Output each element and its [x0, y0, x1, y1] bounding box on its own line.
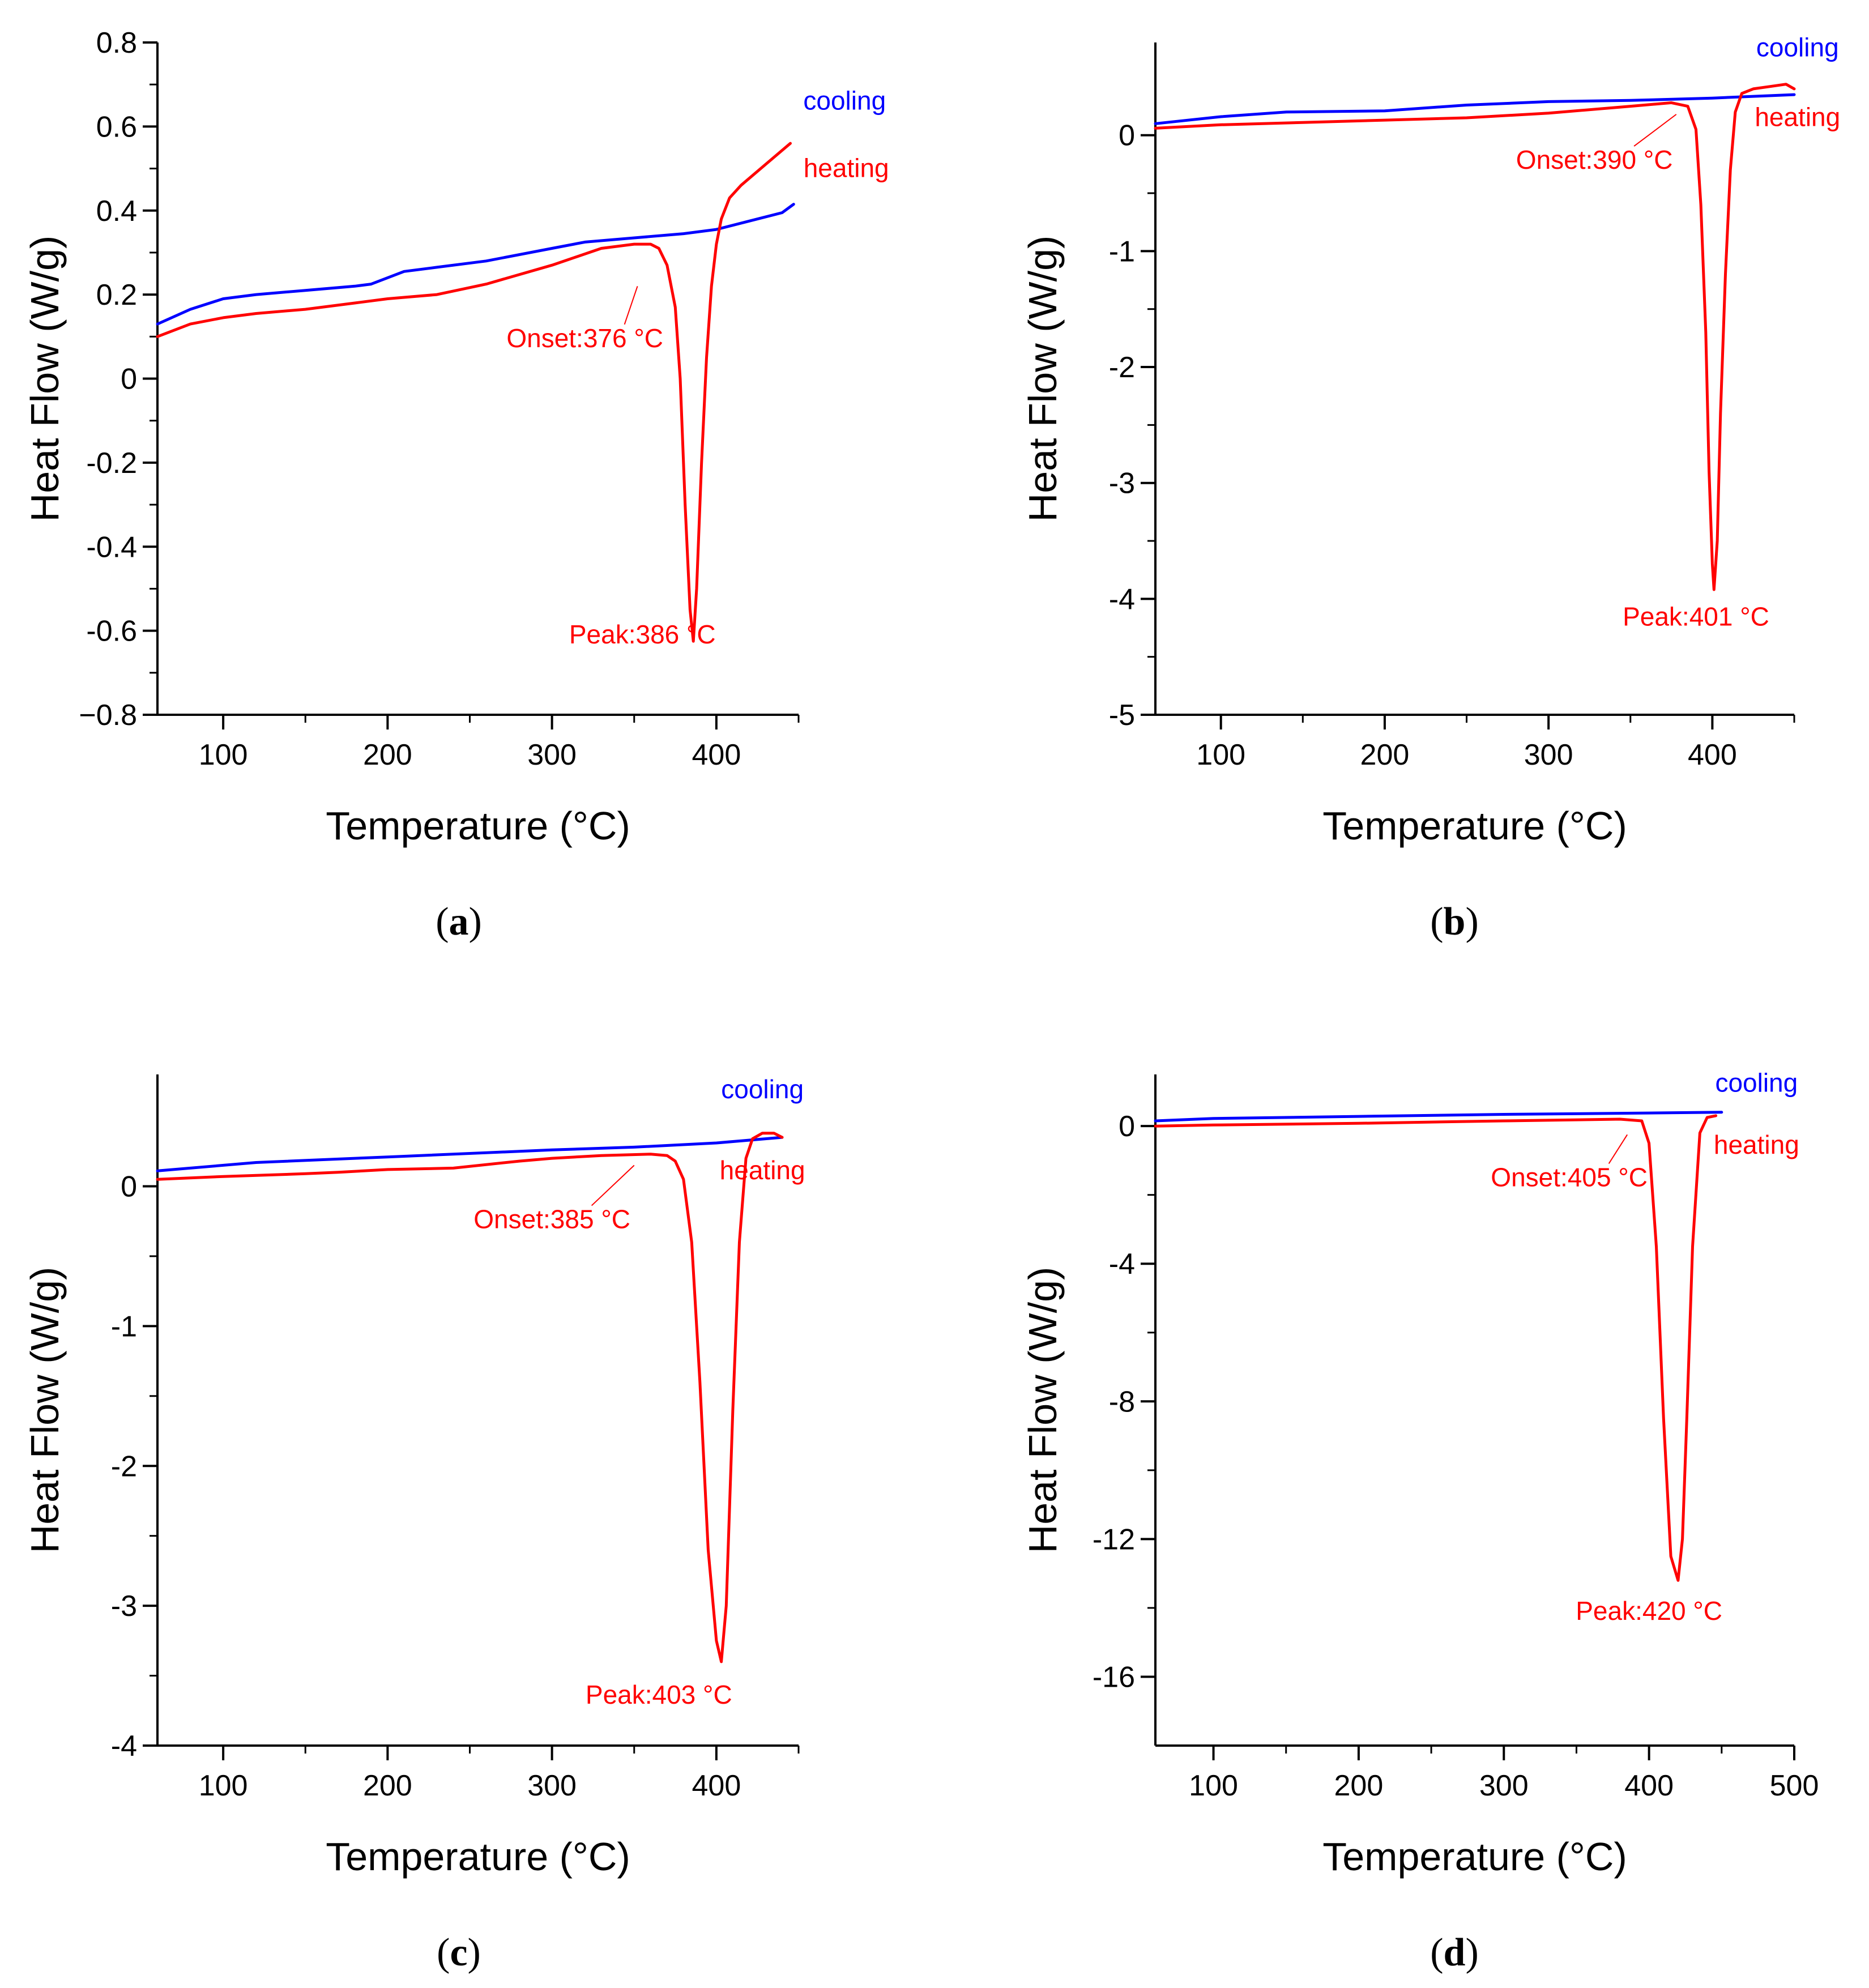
annotation-leader-line [591, 1164, 635, 1206]
x-tick-label: 100 [199, 739, 248, 771]
series-line-cooling [1154, 1111, 1723, 1123]
y-tick-label: -4 [1109, 583, 1135, 616]
annotation-label: cooling [1756, 33, 1839, 62]
chart-panel-a: 100 200 300 400 −0.8 -0.6 -0.4 -0.2 0 0.2 0.4 0.6 0.… [23, 27, 889, 944]
chart-panel-b: 100 200 300 400 -5 -4 -3 -2 -1 0 Temperature (°C) H… [1021, 33, 1840, 944]
panel-label: (a) [436, 900, 482, 944]
x-tick-label: 300 [527, 1769, 577, 1802]
y-tick-label: −0.8 [79, 699, 137, 732]
y-tick-label: -0.2 [86, 447, 137, 480]
x-tick-label: 400 [1688, 739, 1737, 771]
annotation-label: heating [1714, 1130, 1799, 1159]
series-line-heating [1154, 83, 1796, 591]
x-tick-label: 300 [527, 739, 577, 771]
y-tick-label: 0.8 [96, 27, 137, 59]
x-tick-label: 100 [199, 1769, 248, 1802]
y-tick-label: -16 [1093, 1661, 1135, 1693]
y-axis-title: Heat Flow (W/g) [23, 1267, 67, 1554]
x-axis-title: Temperature (°C) [326, 804, 630, 848]
x-tick-label: 300 [1479, 1769, 1529, 1802]
y-tick-label: -3 [1109, 467, 1135, 500]
y-axis-title: Heat Flow (W/g) [1021, 236, 1065, 522]
y-tick-label: -2 [111, 1450, 137, 1483]
annotation-label: Peak:403 °C [586, 1680, 732, 1709]
y-tick-label: 0 [1119, 120, 1135, 152]
panel-label: (d) [1430, 1931, 1479, 1974]
x-tick-label: 100 [1196, 739, 1245, 771]
series-line-heating [1154, 1114, 1718, 1582]
annotation-label: Onset:385 °C [473, 1205, 630, 1234]
annotation-label: heating [804, 153, 889, 182]
y-tick-label: 0 [121, 363, 137, 396]
y-tick-label: -4 [111, 1730, 137, 1763]
y-tick-label: 0.6 [96, 110, 137, 143]
y-tick-label: -4 [1109, 1248, 1135, 1281]
y-tick-label: -8 [1109, 1385, 1135, 1418]
annotation-label: cooling [803, 86, 886, 116]
x-axis-title: Temperature (°C) [1322, 1835, 1627, 1879]
y-tick-label: 0 [1119, 1110, 1135, 1143]
series-line-cooling [156, 1136, 784, 1172]
x-axis-title: Temperature (°C) [1322, 804, 1627, 848]
y-tick-label: -3 [111, 1590, 137, 1623]
annotation-label: cooling [721, 1074, 804, 1104]
y-tick-label: -0.6 [86, 615, 137, 648]
annotation-label: Onset:376 °C [506, 323, 663, 353]
x-tick-label: 200 [1360, 739, 1410, 771]
y-tick-label: -1 [111, 1310, 137, 1343]
series-line-cooling [1154, 93, 1796, 125]
y-tick-label: 0.2 [96, 279, 137, 312]
annotation-leader-line [1608, 1134, 1628, 1164]
annotation-label: Peak:420 °C [1576, 1596, 1722, 1626]
chart-panel-c: 100 200 300 400 -4 -3 -2 -1 0 Temperature (°C) Hea… [23, 1074, 805, 1974]
panel-label: (c) [437, 1931, 481, 1974]
y-axis-title: Heat Flow (W/g) [23, 236, 67, 522]
panel-label: (b) [1430, 900, 1479, 944]
annotation-label: heating [1755, 102, 1840, 131]
x-tick-label: 400 [692, 739, 741, 771]
series-line-heating [156, 142, 792, 643]
x-tick-label: 300 [1524, 739, 1573, 771]
annotation-label: Onset:390 °C [1516, 145, 1673, 174]
y-tick-label: -2 [1109, 351, 1135, 384]
series-line-heating [156, 1132, 784, 1663]
x-tick-label: 200 [363, 1769, 412, 1802]
x-tick-label: 200 [363, 739, 412, 771]
y-tick-label: -5 [1109, 699, 1135, 732]
x-tick-label: 200 [1334, 1769, 1384, 1802]
series-line-cooling [156, 203, 795, 326]
y-tick-label: -1 [1109, 235, 1135, 268]
y-axis-title: Heat Flow (W/g) [1021, 1267, 1065, 1554]
annotation-label: heating [720, 1155, 805, 1185]
x-tick-label: 500 [1770, 1769, 1819, 1802]
x-tick-label: 100 [1189, 1769, 1238, 1802]
annotation-label: Peak:401 °C [1623, 601, 1769, 631]
annotation-label: Peak:386 °C [569, 620, 716, 649]
y-tick-label: 0 [121, 1171, 137, 1204]
chart-panel-d: 100 200 300 400 500 -16 -12 -8 -4 0 Temperature (°… [1021, 1068, 1819, 1974]
annotation-label: cooling [1715, 1068, 1798, 1097]
annotation-leader-line [624, 285, 638, 325]
x-axis-title: Temperature (°C) [326, 1835, 630, 1879]
y-tick-label: -0.4 [86, 531, 137, 564]
y-tick-label: -12 [1093, 1523, 1135, 1556]
annotation-label: Onset:405 °C [1491, 1163, 1648, 1192]
y-tick-label: 0.4 [96, 195, 137, 228]
x-tick-label: 400 [1624, 1769, 1674, 1802]
annotation-leader-line [1633, 114, 1677, 147]
x-tick-label: 400 [692, 1769, 741, 1802]
